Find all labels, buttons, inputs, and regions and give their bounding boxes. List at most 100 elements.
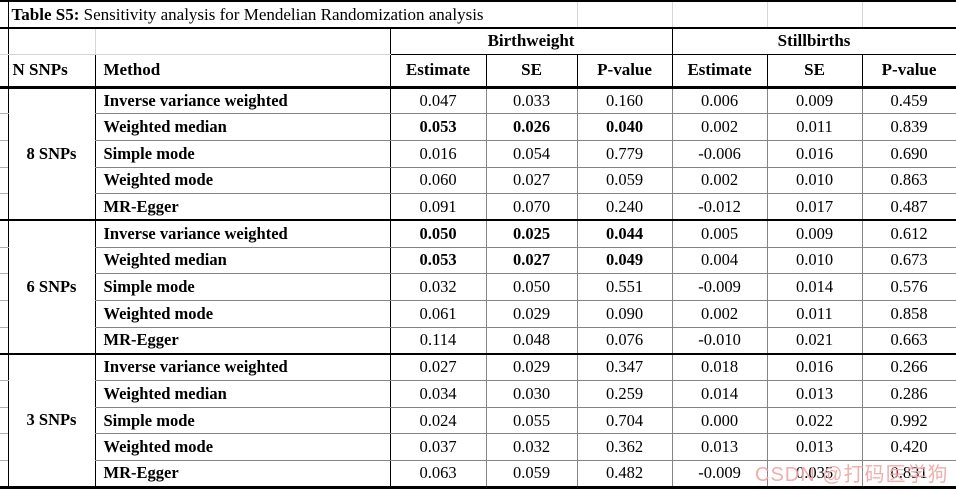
value-cell: -0.006 [671, 140, 768, 168]
value-cell: -0.009 [671, 460, 768, 489]
birthweight-header: Birthweight [389, 28, 673, 55]
method-header: Method [94, 54, 390, 89]
value-cell: 0.114 [389, 327, 486, 355]
gutter-cell [0, 327, 8, 355]
value-cell: 0.831 [861, 460, 956, 489]
method-cell: MR-Egger [94, 460, 390, 489]
bw-pvalue-header: P-value [576, 54, 673, 89]
value-cell: 0.037 [389, 433, 486, 462]
value-cell: 0.076 [576, 327, 673, 355]
value-cell: 0.011 [766, 300, 863, 328]
value-cell: 0.002 [671, 300, 768, 328]
value-cell: 0.061 [389, 300, 486, 328]
gutter-cell [0, 380, 8, 408]
value-cell: 0.000 [671, 407, 768, 435]
value-cell: 0.049 [576, 247, 673, 275]
table-row: 8 SNPs Inverse variance weighted 0.047 0.03… [0, 87, 956, 222]
table-row: MR-Egger 0.091 0.070 0.240 -0.012 0.017 0.487 [0, 193, 956, 222]
value-cell: 0.053 [389, 247, 486, 275]
sb-pvalue-header: P-value [861, 54, 956, 89]
gutter-cell [0, 433, 8, 462]
table-row: Weighted median 0.053 0.026 0.040 0.002 0.011… [0, 113, 956, 141]
empty-cell [94, 28, 390, 55]
value-cell: -0.009 [671, 273, 768, 301]
value-cell: 0.027 [389, 353, 486, 382]
method-cell: Simple mode [94, 140, 390, 168]
value-cell: 0.839 [861, 113, 956, 141]
value-cell: 0.690 [861, 140, 956, 168]
gutter-cell [0, 300, 8, 328]
gutter-cell [0, 0, 8, 29]
value-cell: 0.044 [576, 220, 673, 248]
value-cell: 0.663 [861, 327, 956, 355]
value-cell: 0.013 [671, 433, 768, 462]
gutter-cell [0, 407, 8, 435]
value-cell: 0.009 [766, 87, 863, 115]
table-row: 6 SNPs Inverse variance weighted 0.050 0.02… [0, 220, 956, 355]
gutter-cell [0, 54, 8, 89]
method-cell: Inverse variance weighted [94, 220, 390, 248]
gutter-cell [0, 193, 8, 222]
value-cell: 0.032 [485, 433, 578, 462]
gutter-cell [0, 273, 8, 301]
table-row: Weighted median 0.053 0.027 0.049 0.004 0.010… [0, 247, 956, 275]
value-cell: 0.992 [861, 407, 956, 435]
table-row: Weighted mode 0.061 0.029 0.090 0.002 0.011 0.… [0, 300, 956, 328]
table-row: Simple mode 0.032 0.050 0.551 -0.009 0.014 0.5… [0, 273, 956, 301]
method-cell: Simple mode [94, 273, 390, 301]
value-cell: 0.027 [485, 247, 578, 275]
value-cell: 0.053 [389, 113, 486, 141]
value-cell: 0.029 [485, 300, 578, 328]
value-cell: 0.029 [485, 353, 578, 382]
value-cell: 0.006 [671, 87, 768, 115]
value-cell: 0.060 [389, 167, 486, 195]
value-cell: 0.010 [766, 167, 863, 195]
table-row: 3 SNPs Inverse variance weighted 0.027 0.02… [0, 353, 956, 489]
value-cell: 0.063 [389, 460, 486, 489]
value-cell: 0.009 [766, 220, 863, 248]
gutter-cell [0, 87, 8, 115]
value-cell: 0.014 [671, 380, 768, 408]
empty-cell [576, 0, 673, 29]
value-cell: 0.259 [576, 380, 673, 408]
bw-estimate-header: Estimate [389, 54, 486, 89]
gutter-cell [0, 113, 8, 141]
stillbirths-header: Stillbirths [671, 28, 956, 55]
method-cell: Simple mode [94, 407, 390, 435]
sb-se-header: SE [766, 54, 863, 89]
value-cell: 0.011 [766, 113, 863, 141]
value-cell: 0.034 [389, 380, 486, 408]
value-cell: 0.070 [485, 193, 578, 222]
method-cell: Weighted mode [94, 300, 390, 328]
table-row: Weighted median 0.034 0.030 0.259 0.014 0.013… [0, 380, 956, 408]
value-cell: -0.010 [671, 327, 768, 355]
gutter-cell [0, 247, 8, 275]
value-cell: 0.050 [485, 273, 578, 301]
gutter-cell [0, 140, 8, 168]
value-cell: 0.005 [671, 220, 768, 248]
value-cell: 0.576 [861, 273, 956, 301]
snp-group-label: 3 SNPs [7, 353, 95, 489]
bw-se-header: SE [485, 54, 578, 89]
value-cell: 0.018 [671, 353, 768, 382]
value-cell: 0.673 [861, 247, 956, 275]
method-cell: MR-Egger [94, 327, 390, 355]
value-cell: 0.035 [766, 460, 863, 489]
value-cell: 0.010 [766, 247, 863, 275]
table-row: Weighted mode 0.037 0.032 0.362 0.013 0.013 0.… [0, 433, 956, 462]
value-cell: 0.091 [389, 193, 486, 222]
value-cell: 0.033 [485, 87, 578, 115]
table-title-text: Sensitivity analysis for Mendelian Rando… [83, 4, 484, 24]
table-row: Simple mode 0.016 0.054 0.779 -0.006 0.016 0.6… [0, 140, 956, 168]
value-cell: 0.704 [576, 407, 673, 435]
value-cell: 0.050 [389, 220, 486, 248]
gutter-cell [0, 353, 8, 382]
value-cell: 0.863 [861, 167, 956, 195]
value-cell: 0.055 [485, 407, 578, 435]
snp-group-label: 8 SNPs [7, 87, 95, 222]
value-cell: 0.286 [861, 380, 956, 408]
value-cell: 0.612 [861, 220, 956, 248]
empty-cell [766, 0, 863, 29]
